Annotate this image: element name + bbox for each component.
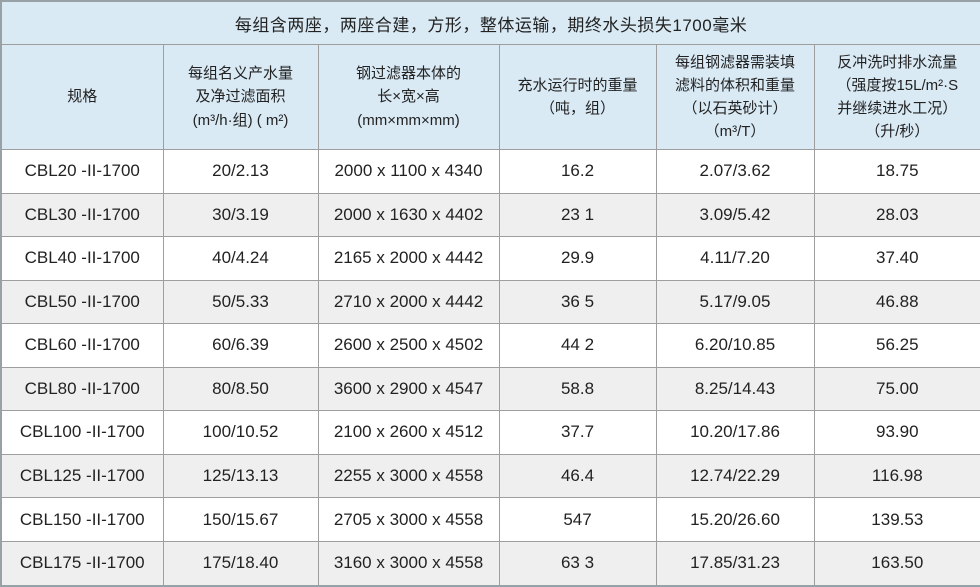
filter-media-volume-weight-cell: 6.20/10.85 (655, 323, 815, 368)
table-row: CBL175 -II-1700 175/18.40 3160 x 3000 x 45… (0, 540, 980, 587)
spec-cell: CBL80 -II-1700 (0, 366, 164, 412)
dimensions-cell: 3160 x 3000 x 4558 (317, 540, 500, 587)
dimensions-cell: 2255 x 3000 x 4558 (317, 453, 500, 499)
table-row: CBL30 -II-1700 30/3.19 2000 x 1630 x 4402 2… (0, 192, 980, 238)
backwash-drain-flow-cell: 139.53 (813, 497, 980, 542)
header-spec: 规格 (0, 44, 164, 150)
filter-media-volume-weight-cell: 17.85/31.23 (655, 540, 815, 587)
table-row: CBL20 -II-1700 20/2.13 2000 x 1100 x 4340 1… (0, 149, 980, 194)
filter-media-volume-weight-cell: 2.07/3.62 (655, 149, 815, 194)
filter-media-volume-weight-cell: 15.20/26.60 (655, 497, 815, 542)
table-row: CBL80 -II-1700 80/8.50 3600 x 2900 x 4547 5… (0, 366, 980, 412)
spec-cell: CBL60 -II-1700 (0, 323, 164, 368)
capacity-filter-area-cell: 40/4.24 (162, 236, 319, 281)
capacity-filter-area-cell: 20/2.13 (162, 149, 319, 194)
water-filled-weight-cell: 63 3 (498, 540, 657, 587)
dimensions-cell: 2165 x 2000 x 4442 (317, 236, 500, 281)
dimensions-cell: 2710 x 2000 x 4442 (317, 279, 500, 325)
table-row: CBL60 -II-1700 60/6.39 2600 x 2500 x 4502 4… (0, 323, 980, 368)
backwash-drain-flow-cell: 46.88 (813, 279, 980, 325)
water-filled-weight-cell: 36 5 (498, 279, 657, 325)
backwash-drain-flow-cell: 56.25 (813, 323, 980, 368)
filter-media-volume-weight-cell: 10.20/17.86 (655, 410, 815, 455)
spec-cell: CBL100 -II-1700 (0, 410, 164, 455)
capacity-filter-area-cell: 175/18.40 (162, 540, 319, 587)
table-row: CBL125 -II-1700 125/13.13 2255 x 3000 x 45… (0, 453, 980, 499)
table-row: CBL50 -II-1700 50/5.33 2710 x 2000 x 4442 3… (0, 279, 980, 325)
spec-cell: CBL175 -II-1700 (0, 540, 164, 587)
dimensions-cell: 2600 x 2500 x 4502 (317, 323, 500, 368)
filter-media-volume-weight-cell: 12.74/22.29 (655, 453, 815, 499)
water-filled-weight-cell: 44 2 (498, 323, 657, 368)
backwash-drain-flow-cell: 37.40 (813, 236, 980, 281)
dimensions-cell: 2000 x 1630 x 4402 (317, 192, 500, 238)
backwash-drain-flow-cell: 116.98 (813, 453, 980, 499)
spec-cell: CBL150 -II-1700 (0, 497, 164, 542)
filter-media-volume-weight-cell: 8.25/14.43 (655, 366, 815, 412)
dimensions-cell: 3600 x 2900 x 4547 (317, 366, 500, 412)
filter-media-volume-weight-cell: 3.09/5.42 (655, 192, 815, 238)
backwash-drain-flow-cell: 75.00 (813, 366, 980, 412)
backwash-drain-flow-cell: 93.90 (813, 410, 980, 455)
capacity-filter-area-cell: 50/5.33 (162, 279, 319, 325)
header-row: 规格 每组名义产水量 及净过滤面积 (m³/h·组) ( m²) 钢过滤器本体的… (0, 44, 980, 150)
dimensions-cell: 2100 x 2600 x 4512 (317, 410, 500, 455)
filter-media-volume-weight-cell: 5.17/9.05 (655, 279, 815, 325)
filter-media-volume-weight-cell: 4.11/7.20 (655, 236, 815, 281)
water-filled-weight-cell: 37.7 (498, 410, 657, 455)
capacity-filter-area-cell: 125/13.13 (162, 453, 319, 499)
water-filled-weight-cell: 16.2 (498, 149, 657, 194)
table-row: CBL150 -II-1700 150/15.67 2705 x 3000 x 45… (0, 497, 980, 542)
water-filled-weight-cell: 58.8 (498, 366, 657, 412)
capacity-filter-area-cell: 80/8.50 (162, 366, 319, 412)
water-filled-weight-cell: 23 1 (498, 192, 657, 238)
dimensions-cell: 2705 x 3000 x 4558 (317, 497, 500, 542)
header-capacity-filter-area: 每组名义产水量 及净过滤面积 (m³/h·组) ( m²) (162, 44, 319, 150)
spec-cell: CBL125 -II-1700 (0, 453, 164, 499)
capacity-filter-area-cell: 150/15.67 (162, 497, 319, 542)
spec-cell: CBL40 -II-1700 (0, 236, 164, 281)
capacity-filter-area-cell: 60/6.39 (162, 323, 319, 368)
header-backwash-drain-flow: 反冲洗时排水流量 （强度按15L/m²·S 并继续进水工况） （升/秒） (813, 44, 980, 150)
table-row: CBL40 -II-1700 40/4.24 2165 x 2000 x 4442 2… (0, 236, 980, 281)
header-body-dimensions: 钢过滤器本体的 长×宽×高 (mm×mm×mm) (317, 44, 500, 150)
capacity-filter-area-cell: 100/10.52 (162, 410, 319, 455)
water-filled-weight-cell: 547 (498, 497, 657, 542)
capacity-filter-area-cell: 30/3.19 (162, 192, 319, 238)
spec-cell: CBL20 -II-1700 (0, 149, 164, 194)
spec-cell: CBL50 -II-1700 (0, 279, 164, 325)
table-row: CBL100 -II-1700 100/10.52 2100 x 2600 x 45… (0, 410, 980, 455)
header-water-filled-weight: 充水运行时的重量 （吨，组） (498, 44, 657, 150)
caption-row: 每组含两座，两座合建，方形，整体运输，期终水头损失1700毫米 (0, 0, 980, 45)
backwash-drain-flow-cell: 18.75 (813, 149, 980, 194)
water-filled-weight-cell: 46.4 (498, 453, 657, 499)
spec-table-body: CBL20 -II-1700 20/2.13 2000 x 1100 x 4340 1… (0, 149, 980, 587)
backwash-drain-flow-cell: 163.50 (813, 540, 980, 587)
water-filled-weight-cell: 29.9 (498, 236, 657, 281)
spec-cell: CBL30 -II-1700 (0, 192, 164, 238)
backwash-drain-flow-cell: 28.03 (813, 192, 980, 238)
header-filter-media-volume-weight: 每组钢滤器需装填 滤料的体积和重量 （以石英砂计） （m³/T） (655, 44, 815, 150)
dimensions-cell: 2000 x 1100 x 4340 (317, 149, 500, 194)
table-caption: 每组含两座，两座合建，方形，整体运输，期终水头损失1700毫米 (0, 0, 980, 45)
